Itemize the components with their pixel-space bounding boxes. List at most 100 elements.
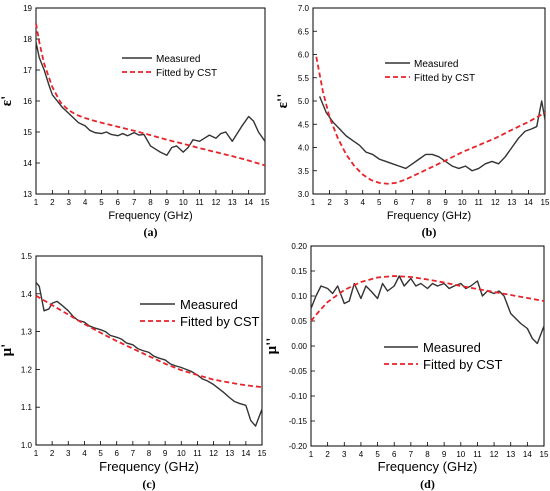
x-tick-label-d: 7 [409, 450, 414, 459]
y-tick-label-b: 5.5 [298, 74, 310, 83]
x-tick-label-c: 9 [163, 449, 168, 458]
y-tick-label-a: 16 [23, 97, 32, 106]
y-tick-label-c: 1.3 [21, 328, 33, 337]
x-tick-label-d: 12 [490, 450, 499, 459]
x-tick-label-c: 3 [66, 449, 71, 458]
y-tick-label-a: 13 [23, 190, 32, 199]
x-tick-label-a: 6 [116, 198, 121, 207]
legend-a: Measured Fitted by CST [122, 54, 217, 79]
y-tick-label-d: 0.00 [291, 342, 307, 351]
ticks-c: 1 2 3 4 5 6 7 8 9 10 11 12 13 14 151.01.11.21.31.41.5 [21, 252, 267, 458]
x-tick-label-d: 14 [523, 450, 532, 459]
chart-panel-c: 1 2 3 4 5 6 7 8 9 10 11 12 13 14 151.01.11.21.31.41.5 … [0, 252, 267, 491]
x-tick-label-c: 8 [147, 449, 152, 458]
x-tick-label-c: 11 [193, 449, 202, 458]
xlabel-d: Frequency (GHz) [378, 459, 478, 474]
chart-panel-b: 1 2 3 4 5 6 7 8 9 10 11 12 13 14 153.03.54.04.55.05.56… [275, 4, 550, 239]
ticks-b: 1 2 3 4 5 6 7 8 9 10 11 12 13 14 153.03.54.04.55.05.56… [298, 4, 550, 207]
x-tick-label-c: 14 [241, 449, 250, 458]
x-tick-label-b: 4 [360, 198, 365, 207]
x-tick-label-b: 6 [394, 198, 399, 207]
legend-label-fitted-b: Fitted by CST [414, 73, 475, 84]
x-tick-label-c: 12 [209, 449, 218, 458]
x-tick-label-d: 1 [309, 450, 314, 459]
panel-label-d: (d) [420, 477, 435, 491]
legend-label-measured-c: Measured [180, 297, 238, 312]
x-tick-label-c: 13 [225, 449, 234, 458]
y-tick-label-b: 3.5 [298, 167, 310, 176]
x-tick-label-a: 8 [148, 198, 153, 207]
y-tick-label-b: 4.5 [298, 120, 310, 129]
legend-b: Measured Fitted by CST [385, 59, 475, 84]
y-tick-label-d: -0.10 [289, 392, 308, 401]
legend-label-fitted-c: Fitted by CST [180, 314, 260, 329]
y-tick-label-b: 7.0 [298, 4, 310, 13]
x-tick-label-a: 9 [165, 198, 170, 207]
x-tick-label-b: 12 [491, 198, 500, 207]
y-tick-label-b: 5.0 [298, 97, 310, 106]
x-tick-label-c: 2 [50, 449, 55, 458]
legend-label-measured-d: Measured [423, 340, 481, 355]
y-tick-label-c: 1.1 [21, 403, 33, 412]
x-tick-label-c: 1 [34, 449, 39, 458]
x-tick-label-c: 10 [177, 449, 186, 458]
x-tick-label-d: 13 [506, 450, 515, 459]
x-tick-label-d: 6 [392, 450, 397, 459]
series-line-fitted-b [315, 56, 546, 185]
x-tick-label-c: 6 [114, 449, 119, 458]
chart-panel-d: 1 2 3 4 5 6 7 8 9 10 11 12 13 14 15-0.20-0.15-0.10-0.0… [264, 242, 549, 491]
y-tick-label-c: 1.2 [21, 365, 33, 374]
series-line-fitted-c [35, 294, 263, 389]
y-tick-label-d: -0.20 [289, 442, 308, 451]
y-tick-label-b: 6.0 [298, 51, 310, 60]
series-line-measured-c [35, 282, 263, 427]
legend-label-fitted-a: Fitted by CST [156, 68, 217, 79]
x-tick-label-a: 12 [211, 198, 220, 207]
legend-d: Measured Fitted by CST [384, 340, 503, 372]
x-tick-label-d: 11 [473, 450, 482, 459]
ylabel-d: μ'' [264, 338, 280, 355]
y-tick-label-d: 0.15 [291, 267, 307, 276]
x-tick-label-d: 10 [456, 450, 465, 459]
x-tick-label-b: 13 [507, 198, 516, 207]
y-tick-label-d: 0.20 [291, 242, 307, 251]
x-tick-label-b: 1 [311, 198, 316, 207]
legend-label-measured-b: Measured [414, 59, 458, 70]
series-line-fitted-d [310, 275, 545, 322]
x-tick-label-b: 2 [327, 198, 332, 207]
y-tick-label-a: 18 [23, 35, 32, 44]
legend-c: Measured Fitted by CST [140, 297, 260, 329]
x-tick-label-a: 7 [132, 198, 137, 207]
y-tick-label-b: 4.0 [298, 144, 310, 153]
x-tick-label-b: 7 [410, 198, 415, 207]
x-tick-label-a: 2 [50, 198, 55, 207]
series-group-c [35, 282, 263, 427]
x-tick-label-b: 15 [541, 198, 550, 207]
x-tick-label-a: 10 [179, 198, 188, 207]
y-tick-label-c: 1.4 [21, 290, 33, 299]
series-line-measured-a [35, 41, 266, 156]
ticks-d: 1 2 3 4 5 6 7 8 9 10 11 12 13 14 15-0.20-0.15-0.10-0.0… [289, 242, 549, 459]
x-tick-label-d: 2 [325, 450, 330, 459]
x-tick-label-d: 9 [442, 450, 447, 459]
x-tick-label-b: 5 [377, 198, 382, 207]
panel-label-a: (a) [144, 225, 158, 239]
x-tick-label-b: 8 [427, 198, 432, 207]
series-line-measured-b [318, 96, 546, 172]
x-tick-label-b: 9 [443, 198, 448, 207]
x-tick-label-a: 3 [66, 198, 71, 207]
x-tick-label-b: 11 [475, 198, 484, 207]
series-line-fitted-a [35, 23, 266, 167]
y-tick-label-c: 1.5 [21, 252, 33, 261]
x-tick-label-d: 4 [359, 450, 364, 459]
panel-label-c: (c) [142, 477, 155, 491]
y-tick-label-b: 3.0 [298, 190, 310, 199]
y-tick-label-b: 6.5 [298, 27, 310, 36]
xlabel-c: Frequency (GHz) [99, 459, 199, 474]
y-tick-label-a: 19 [23, 4, 32, 13]
x-tick-label-d: 15 [540, 450, 549, 459]
x-tick-label-d: 8 [425, 450, 430, 459]
y-tick-label-c: 1.0 [21, 441, 33, 450]
